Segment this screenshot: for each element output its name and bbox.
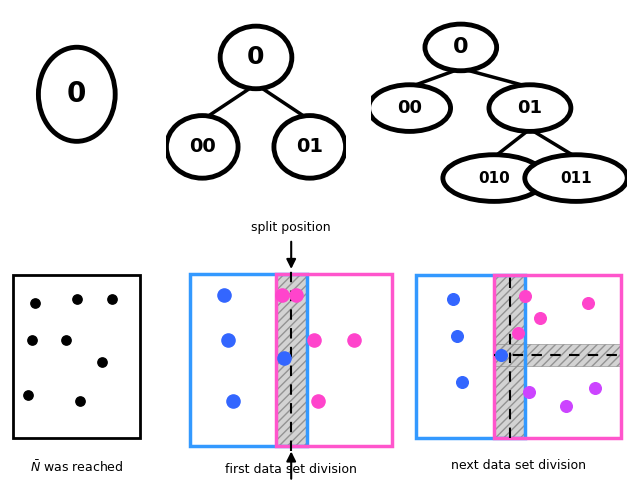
Ellipse shape	[425, 24, 497, 71]
Point	[583, 299, 593, 307]
Bar	[13, 276, 140, 438]
Point	[277, 291, 287, 298]
Point	[228, 397, 238, 404]
Bar	[275, 274, 392, 446]
Text: next data set division: next data set division	[451, 459, 586, 472]
Point	[452, 332, 463, 340]
Ellipse shape	[274, 116, 346, 178]
Point	[561, 402, 572, 410]
Point	[524, 388, 534, 396]
Ellipse shape	[220, 26, 292, 89]
Point	[97, 358, 108, 366]
Bar	[275, 274, 307, 446]
Text: 0: 0	[453, 37, 468, 57]
Text: first data set division: first data set division	[225, 463, 357, 476]
Point	[29, 299, 40, 307]
Bar	[495, 276, 525, 438]
Point	[535, 314, 545, 322]
Text: 00: 00	[189, 138, 216, 156]
Point	[74, 397, 84, 405]
Text: 0: 0	[247, 46, 265, 69]
Ellipse shape	[525, 155, 627, 201]
Point	[589, 384, 600, 392]
Point	[349, 336, 359, 344]
Point	[308, 336, 319, 344]
Bar	[416, 276, 525, 438]
Bar	[191, 274, 307, 446]
Point	[72, 295, 82, 303]
Text: 00: 00	[397, 99, 422, 117]
Text: 0: 0	[67, 80, 86, 108]
Point	[496, 351, 506, 359]
Point	[219, 291, 229, 298]
Bar	[495, 344, 621, 366]
Point	[448, 295, 458, 303]
Point	[313, 397, 323, 404]
Ellipse shape	[38, 47, 115, 141]
Point	[223, 336, 234, 344]
Bar	[495, 276, 621, 438]
Ellipse shape	[369, 85, 451, 131]
Point	[291, 291, 301, 298]
Point	[107, 295, 117, 303]
Text: 01: 01	[517, 99, 543, 117]
Text: split position: split position	[252, 221, 331, 234]
Ellipse shape	[443, 155, 545, 201]
Text: 011: 011	[560, 171, 592, 186]
Point	[457, 379, 467, 386]
Text: 010: 010	[478, 171, 510, 186]
Ellipse shape	[489, 85, 571, 131]
Ellipse shape	[166, 116, 238, 178]
Text: 01: 01	[296, 138, 323, 156]
Point	[280, 354, 290, 362]
Point	[27, 336, 37, 344]
Point	[513, 329, 524, 336]
Text: $\bar{N}$ was reached: $\bar{N}$ was reached	[30, 459, 124, 475]
Point	[520, 292, 530, 299]
Point	[60, 336, 70, 344]
Point	[22, 392, 33, 399]
